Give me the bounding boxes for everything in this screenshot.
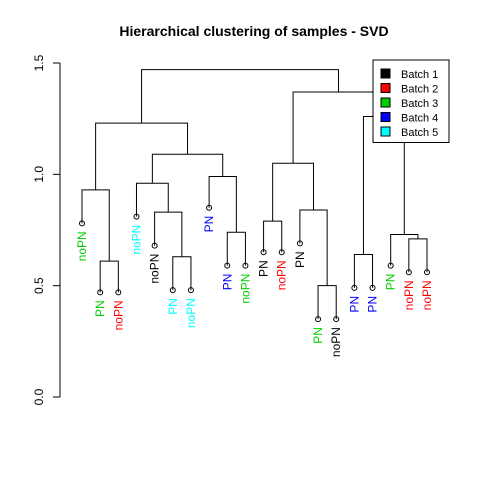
leaf-label: PN (166, 298, 180, 315)
leaf-marker (97, 289, 104, 296)
branch-merge (263, 220, 283, 253)
leaf-marker (133, 213, 140, 220)
legend-label: Batch 1 (401, 69, 438, 81)
chart-title: Hierarchical clustering of samples - SVD (119, 23, 388, 39)
branch-merge (151, 153, 224, 184)
leaf-marker (206, 204, 213, 211)
leaf-marker (224, 262, 231, 269)
y-tick-label: 1.0 (32, 166, 46, 183)
leaf-marker (387, 262, 394, 269)
branch-merge (99, 260, 119, 293)
leaf-label: noPN (329, 327, 343, 357)
legend-swatch (380, 68, 391, 79)
leaf-label: noPN (184, 298, 198, 328)
leaf-markers (79, 204, 430, 323)
leaf-label: noPN (420, 280, 434, 310)
leaf-label: noPN (111, 300, 125, 330)
leaf-marker (333, 316, 340, 323)
leaf-marker (369, 284, 376, 291)
y-tick-label: 0.5 (32, 277, 46, 294)
branch-merge (299, 209, 328, 286)
legend-label: Batch 3 (401, 98, 438, 110)
branch-merge (226, 231, 246, 266)
branch-merge (135, 182, 169, 217)
y-axis: 0.0 0.5 1.0 1.5 (32, 54, 61, 405)
leaf-marker (151, 242, 158, 249)
branch-merge (317, 285, 337, 320)
leaf-label: PN (347, 296, 361, 313)
leaf-marker (278, 249, 285, 256)
legend-swatch (380, 126, 391, 137)
leaf-label: noPN (402, 280, 416, 310)
branch-merge (141, 69, 339, 124)
leaf-label: noPN (275, 260, 289, 290)
leaf-label: noPN (75, 231, 89, 261)
leaf-marker (351, 284, 358, 291)
leaf-label: PN (220, 274, 234, 291)
leaf-label: PN (93, 300, 107, 317)
branch-merge (408, 238, 428, 273)
branch-merge (272, 162, 315, 222)
leaf-marker (315, 316, 322, 323)
legend-swatch (380, 112, 391, 122)
legend-swatch (380, 83, 391, 93)
leaf-label: noPN (129, 225, 143, 255)
leaf-label: PN (366, 296, 380, 313)
branch-merge (353, 253, 374, 288)
y-tick-label: 0.0 (32, 388, 46, 405)
y-tick-label: 1.5 (32, 54, 46, 71)
leaf-marker (405, 269, 412, 276)
legend-swatch (380, 97, 391, 108)
leaf-marker (424, 269, 430, 276)
leaf-marker (79, 220, 85, 227)
leaf-marker (187, 287, 194, 294)
branch-merge (95, 122, 189, 190)
legend-label: Batch 5 (401, 127, 438, 139)
leaf-label: PN (202, 216, 216, 233)
leaf-label: PN (257, 260, 271, 277)
branch-merge (172, 256, 192, 291)
branch-merge (154, 211, 183, 257)
leaf-label: PN (293, 251, 307, 268)
leaf-marker (242, 262, 249, 269)
leaf-marker (115, 289, 122, 296)
leaf-label: PN (311, 327, 325, 344)
leaf-marker (260, 249, 267, 256)
leaf-label: noPN (238, 274, 252, 304)
legend: Batch 1 Batch 2 Batch 3 Batch 4 Batch 5 (372, 59, 450, 143)
leaf-marker (296, 240, 303, 247)
leaf-label: PN (384, 274, 398, 291)
legend-label: Batch 2 (401, 84, 438, 96)
branch-merge (292, 91, 385, 164)
leaf-marker (169, 287, 176, 294)
leaf-label: noPN (148, 254, 162, 284)
legend-label: Batch 4 (401, 113, 438, 125)
